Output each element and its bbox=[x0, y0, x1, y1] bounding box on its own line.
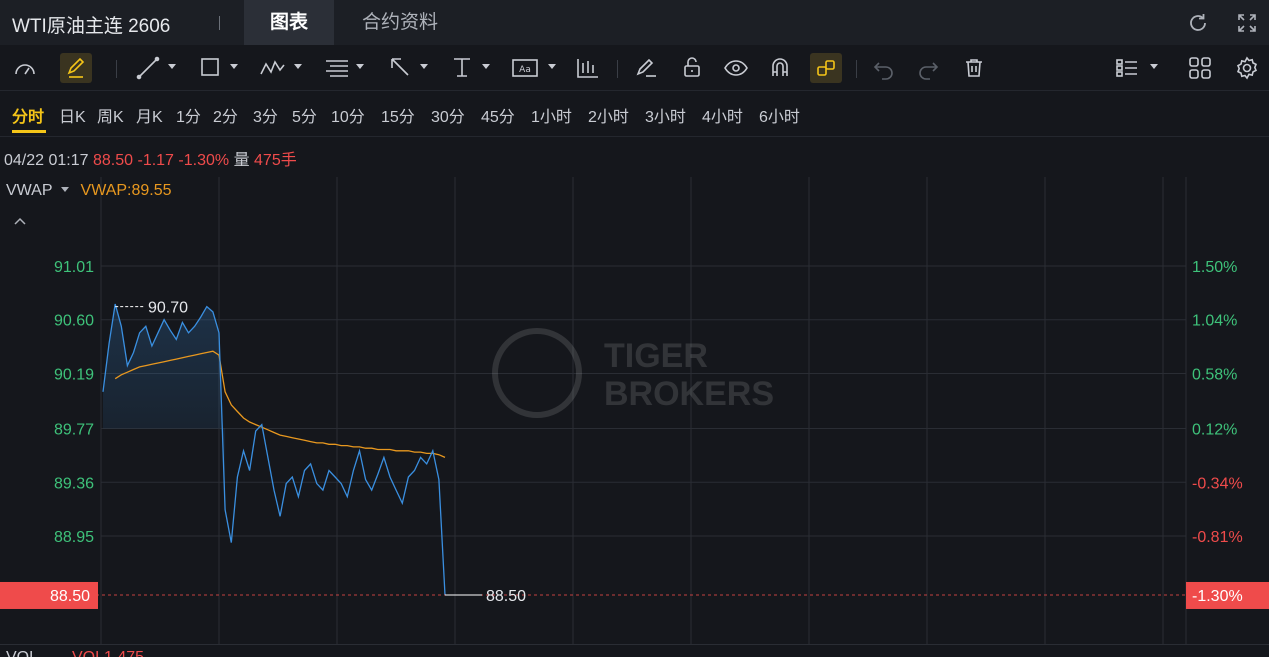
volume-panel: VOL VOL1,475 bbox=[0, 644, 1269, 657]
volume-panel-value: VOL1,475 bbox=[72, 649, 144, 657]
period-2h[interactable]: 2小时 bbox=[588, 109, 629, 126]
settings-icon[interactable] bbox=[1233, 53, 1261, 83]
y-tick-label: 90.60 bbox=[54, 313, 94, 330]
chevron-down-icon[interactable] bbox=[60, 187, 69, 193]
y-tick-label: 89.77 bbox=[54, 422, 94, 439]
eye-icon[interactable] bbox=[722, 53, 750, 83]
pct-tick-label: 0.58% bbox=[1192, 366, 1237, 383]
y-tick-label: 89.36 bbox=[54, 475, 94, 492]
period-bar: 分时 日K 周K 月K 1分 2分 3分 5分 10分 15分 30分 45分 … bbox=[0, 92, 1269, 137]
last-price-badge-left bbox=[0, 581, 98, 609]
vwap-line bbox=[114, 350, 446, 458]
undo-icon[interactable] bbox=[870, 53, 898, 83]
fullscreen-icon[interactable] bbox=[1235, 11, 1259, 35]
measure-icon[interactable] bbox=[574, 53, 602, 83]
high-marker-label: 90.70 bbox=[148, 300, 188, 317]
title-bar: WTI原油主连 2606 图表 合约资料 bbox=[0, 0, 1269, 45]
period-45m[interactable]: 45分 bbox=[481, 109, 515, 126]
volume-label: 量 bbox=[233, 152, 250, 169]
period-3m[interactable]: 3分 bbox=[253, 109, 278, 126]
fib-icon[interactable] bbox=[322, 53, 368, 83]
y-tick-label: 91.01 bbox=[54, 259, 94, 276]
quote-datetime: 04/22 01:17 bbox=[4, 152, 89, 169]
arrow-icon[interactable] bbox=[386, 53, 432, 83]
last-price-badge-label: 88.50 bbox=[50, 588, 90, 605]
quote-info-line: 04/22 01:17 88.50 -1.17 -1.30% 量 475手 bbox=[4, 146, 297, 170]
period-2m[interactable]: 2分 bbox=[213, 109, 238, 126]
magnet-icon[interactable] bbox=[766, 53, 794, 83]
indicator-selector[interactable]: VWAP bbox=[6, 182, 53, 199]
svg-text:Aa: Aa bbox=[519, 65, 531, 75]
title-separator bbox=[219, 16, 220, 30]
text-box-icon[interactable]: Aa bbox=[510, 53, 560, 83]
redo-icon[interactable] bbox=[914, 53, 942, 83]
text-height-icon[interactable] bbox=[448, 53, 494, 83]
refresh-icon[interactable] bbox=[1186, 11, 1210, 35]
last-pct-badge-right bbox=[1186, 581, 1269, 609]
price-line bbox=[102, 303, 446, 596]
period-6h[interactable]: 6小时 bbox=[759, 109, 800, 126]
drawing-mode-icon[interactable] bbox=[10, 53, 40, 83]
volume-panel-label: VOL bbox=[6, 649, 38, 657]
pct-tick-label: -0.34% bbox=[1192, 475, 1243, 492]
period-intraday[interactable]: 分时 bbox=[12, 109, 45, 126]
link-icon[interactable] bbox=[810, 53, 842, 83]
active-period-indicator bbox=[12, 130, 46, 133]
toolbar-separator bbox=[617, 60, 618, 78]
watermark-text: TIGER bbox=[604, 337, 708, 375]
period-weekly[interactable]: 周K bbox=[97, 109, 124, 126]
y-tick-label: 90.19 bbox=[54, 366, 94, 383]
period-30m[interactable]: 30分 bbox=[431, 109, 465, 126]
toolbar-separator bbox=[856, 60, 857, 78]
quote-change: -1.17 bbox=[137, 152, 174, 169]
quote-volume: 475手 bbox=[254, 152, 297, 169]
period-10m[interactable]: 10分 bbox=[331, 109, 365, 126]
grid-icon[interactable] bbox=[1186, 53, 1214, 83]
period-4h[interactable]: 4小时 bbox=[702, 109, 743, 126]
trash-icon[interactable] bbox=[960, 53, 988, 83]
pct-tick-label: 1.04% bbox=[1192, 313, 1237, 330]
period-monthly[interactable]: 月K bbox=[136, 109, 163, 126]
line-icon[interactable] bbox=[134, 53, 180, 83]
layout-list-icon[interactable] bbox=[1112, 53, 1160, 83]
pattern-icon[interactable] bbox=[258, 53, 304, 83]
period-daily[interactable]: 日K bbox=[59, 109, 86, 126]
last-marker-label: 88.50 bbox=[486, 588, 526, 605]
last-pct-badge-label: -1.30% bbox=[1192, 588, 1243, 605]
quote-change-pct: -1.30% bbox=[178, 152, 230, 169]
price-area-fill bbox=[103, 304, 226, 510]
period-1h[interactable]: 1小时 bbox=[531, 109, 572, 126]
period-15m[interactable]: 15分 bbox=[381, 109, 415, 126]
indicator-legend: VWAP VWAP:89.55 bbox=[6, 182, 172, 200]
y-tick-label: 88.95 bbox=[54, 529, 94, 546]
pct-tick-label: 1.50% bbox=[1192, 259, 1237, 276]
tab-chart[interactable]: 图表 bbox=[244, 0, 334, 45]
period-3h[interactable]: 3小时 bbox=[645, 109, 686, 126]
intraday-chart[interactable]: 91.01 1.50% 90.60 1.04% 90.19 0.58% 89.77 0.12%… bbox=[0, 177, 1269, 644]
unlock-icon[interactable] bbox=[678, 53, 706, 83]
watermark-text: BROKERS bbox=[604, 375, 774, 413]
pen-icon[interactable] bbox=[60, 53, 92, 83]
instrument-title: WTI原油主连 2606 bbox=[12, 16, 171, 37]
tab-contract-info[interactable]: 合约资料 bbox=[361, 12, 438, 33]
quote-price: 88.50 bbox=[92, 152, 134, 169]
collapse-chevron-icon[interactable] bbox=[13, 213, 27, 229]
drawing-toolbar: Aa bbox=[0, 45, 1269, 91]
period-5m[interactable]: 5分 bbox=[292, 109, 317, 126]
pct-tick-label: 0.12% bbox=[1192, 422, 1237, 439]
pct-tick-label: -0.81% bbox=[1192, 529, 1243, 546]
eraser-pen-icon[interactable] bbox=[632, 53, 660, 83]
rectangle-icon[interactable] bbox=[196, 53, 242, 83]
period-1m[interactable]: 1分 bbox=[176, 109, 201, 126]
vwap-value: VWAP:89.55 bbox=[80, 182, 172, 199]
toolbar-separator bbox=[116, 60, 117, 78]
